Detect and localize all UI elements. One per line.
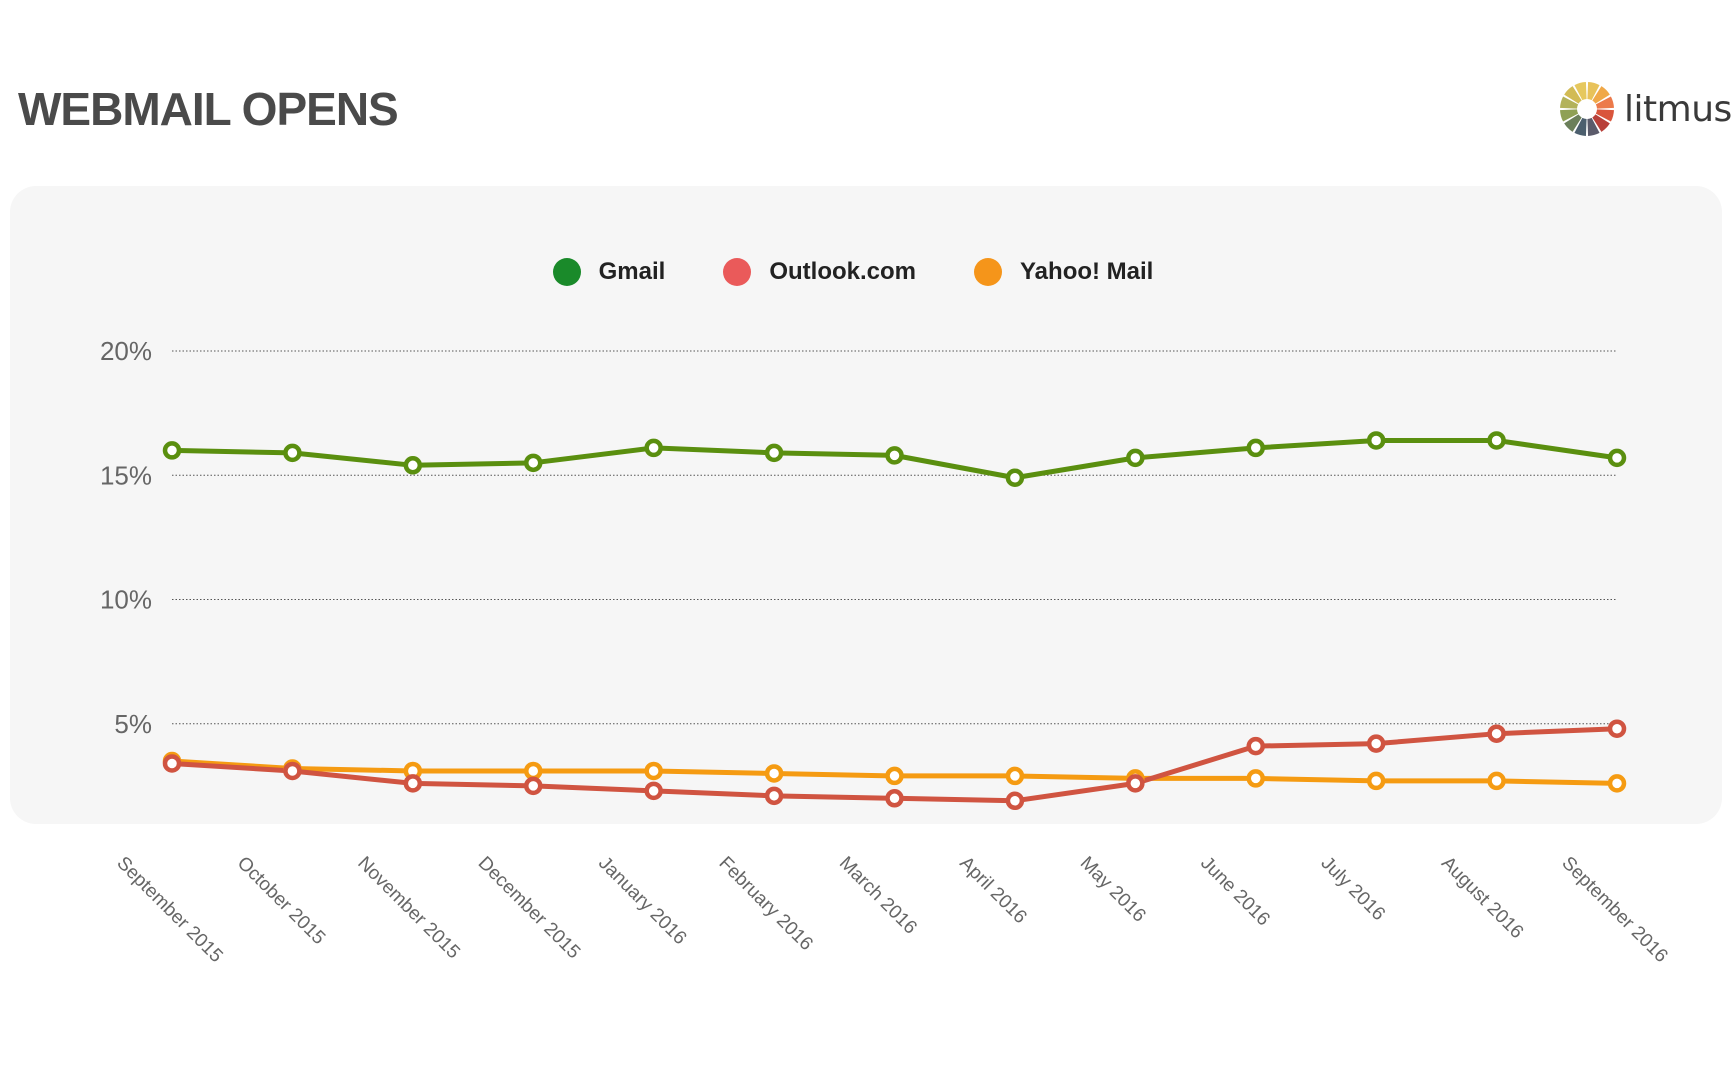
- data-point-yahoo: [1366, 771, 1386, 791]
- data-point-yahoo: [1005, 766, 1025, 786]
- data-point-outlook: [1005, 791, 1025, 811]
- logo-wheel-segment: [1592, 114, 1610, 132]
- data-point-outlook: [1487, 724, 1506, 743]
- x-tick-label: October 2015: [233, 853, 329, 949]
- x-tick-label: December 2015: [474, 853, 584, 963]
- legend-swatch-gmail: [552, 258, 581, 286]
- data-point-yahoo: [1487, 771, 1506, 791]
- logo-wheel-segment: [1595, 96, 1614, 109]
- x-tick-label: January 2016: [594, 853, 690, 949]
- x-tick-label: September 2015: [112, 853, 226, 967]
- legend-item-gmail: Gmail: [552, 258, 666, 286]
- logo-wheel-segment: [1587, 117, 1600, 136]
- data-point-yahoo: [524, 761, 543, 781]
- data-point-outlook: [1246, 736, 1265, 756]
- legend-item-outlook: Outlook.com: [723, 258, 916, 286]
- x-tick-label: April 2016: [955, 853, 1030, 928]
- data-point-gmail: [764, 443, 784, 463]
- logo-wheel-segment: [1595, 109, 1614, 122]
- chart-legend: Gmail Outlook.com Yahoo! Mail: [0, 258, 1719, 286]
- logo-text: litmus: [1624, 88, 1732, 130]
- x-tick-label: August 2016: [1437, 853, 1527, 943]
- x-tick-label: September 2016: [1557, 853, 1671, 967]
- logo-wheel-segment: [1564, 86, 1582, 104]
- data-point-gmail: [1126, 448, 1145, 468]
- legend-item-yahoo: Yahoo! Mail: [974, 258, 1153, 286]
- data-point-gmail: [1607, 448, 1627, 468]
- x-tick-label: March 2016: [835, 853, 921, 939]
- logo-wheel-segment: [1564, 114, 1582, 132]
- data-point-gmail: [162, 441, 182, 460]
- data-point-outlook: [283, 761, 302, 781]
- data-point-outlook: [1366, 734, 1386, 753]
- page-title: WEBMAIL OPENS: [18, 83, 399, 135]
- data-point-outlook: [403, 774, 423, 793]
- data-point-outlook: [1126, 774, 1145, 793]
- logo-wheel-segment: [1574, 82, 1587, 101]
- x-tick-label: November 2015: [353, 853, 463, 963]
- data-point-gmail: [1366, 431, 1386, 450]
- legend-label-outlook: Outlook.com: [769, 258, 916, 285]
- y-tick-label: 5%: [114, 709, 152, 739]
- data-point-outlook: [644, 781, 663, 801]
- data-point-gmail: [403, 456, 423, 475]
- data-point-outlook: [1607, 719, 1627, 738]
- data-point-gmail: [644, 438, 663, 458]
- logo-wheel-segment: [1560, 96, 1579, 109]
- data-point-gmail: [1005, 468, 1025, 487]
- x-tick-label: May 2016: [1076, 853, 1150, 927]
- legend-swatch-outlook: [723, 258, 752, 286]
- data-point-outlook: [162, 754, 182, 773]
- legend-label-yahoo: Yahoo! Mail: [1020, 258, 1154, 285]
- data-point-outlook: [885, 789, 904, 808]
- y-tick-label: 15%: [100, 460, 152, 490]
- data-point-yahoo: [1607, 774, 1627, 793]
- x-tick-label: February 2016: [715, 853, 817, 955]
- data-point-gmail: [524, 453, 543, 473]
- logo-wheel-segment: [1592, 86, 1610, 104]
- data-point-gmail: [885, 446, 904, 465]
- logo-wheel-segment: [1587, 82, 1600, 101]
- data-point-yahoo: [1246, 769, 1265, 788]
- logo-wheel-segment: [1560, 109, 1579, 122]
- litmus-logo: litmus: [1558, 80, 1732, 138]
- y-tick-label: 10%: [100, 585, 152, 615]
- data-point-yahoo: [764, 764, 784, 783]
- y-tick-label: 20%: [100, 336, 152, 366]
- chart-panel: [10, 186, 1722, 824]
- data-point-gmail: [1487, 431, 1506, 450]
- legend-swatch-yahoo: [974, 258, 1002, 286]
- data-point-yahoo: [885, 766, 904, 786]
- data-point-outlook: [524, 776, 543, 796]
- x-tick-label: July 2016: [1317, 853, 1389, 925]
- litmus-wheel-icon: [1560, 82, 1614, 136]
- data-point-outlook: [764, 786, 784, 806]
- legend-label-gmail: Gmail: [598, 258, 666, 285]
- data-point-gmail: [283, 443, 302, 463]
- logo-wheel-segment: [1574, 117, 1587, 136]
- data-point-gmail: [1246, 438, 1265, 458]
- data-point-yahoo: [644, 761, 663, 781]
- x-tick-label: June 2016: [1196, 853, 1274, 931]
